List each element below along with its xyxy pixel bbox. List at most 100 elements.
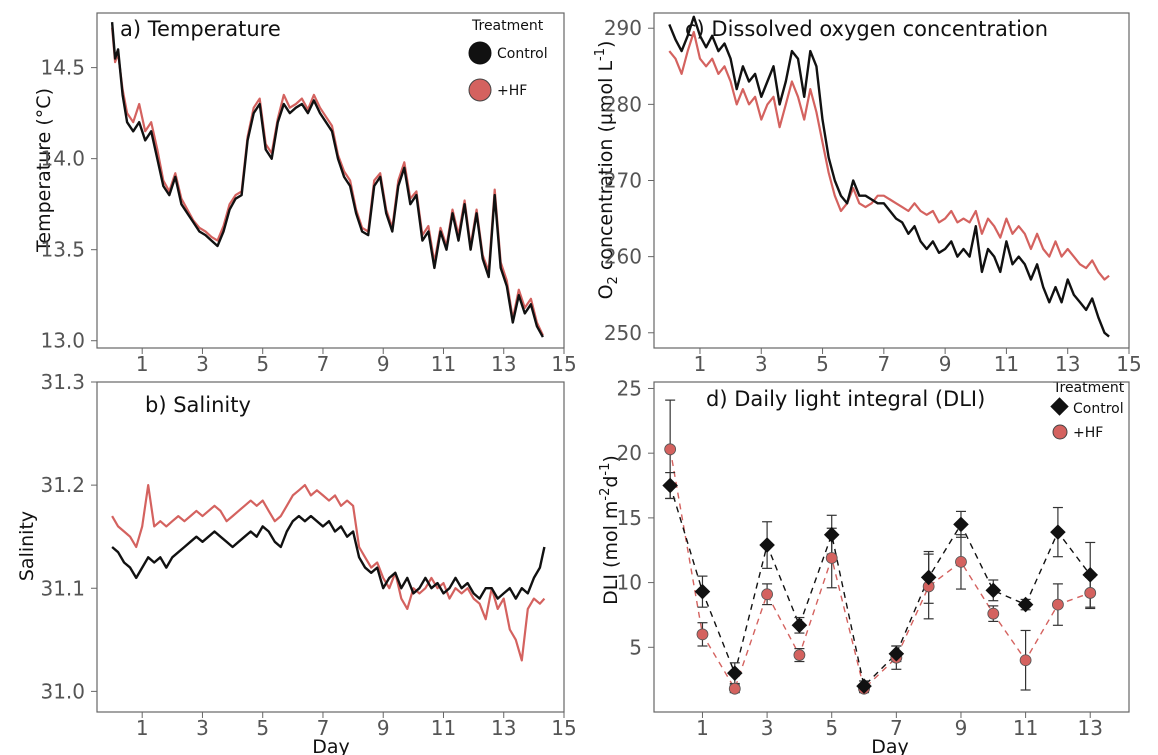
dli-legend-hf-marker — [1052, 424, 1068, 440]
x-tick-label-a: 9 — [377, 352, 390, 376]
plot-frame-d — [653, 381, 1130, 713]
plot-frame-c — [653, 12, 1130, 349]
temperature-legend-hf-marker — [468, 78, 492, 102]
salinity-panel: Salinity b) Salinity Day 1 3 5 7 9 11 13 1531.0… — [16, 370, 577, 755]
hf-point — [761, 588, 773, 601]
hf-point — [728, 682, 741, 695]
y-tick-label-a: 13.0 — [40, 329, 85, 353]
x-tick-label-d: 1 — [696, 716, 709, 740]
control-point — [694, 583, 711, 600]
x-tick-label-a: 7 — [317, 352, 330, 376]
x-tick-label-a: 15 — [551, 352, 576, 376]
dli-title: d) Daily light integral (DLI) — [706, 387, 985, 411]
control-point — [920, 569, 937, 586]
y-tick-label-d: 20 — [617, 441, 642, 465]
control-point — [953, 516, 969, 533]
hf-point — [664, 443, 677, 456]
x-tick-label-b: 13 — [491, 716, 516, 740]
hf-point — [1019, 654, 1032, 667]
y-tick-label-d: 5 — [629, 635, 642, 659]
dli-y-axis-label: DLI (mol m-2d-1) — [598, 455, 622, 605]
x-tick-label-c: 7 — [877, 352, 890, 376]
temperature-legend-control-marker — [468, 41, 492, 65]
control-point — [662, 477, 678, 494]
dli-legend-title: Treatment — [1052, 380, 1125, 396]
oxygen-title: c) Dissolved oxygen concentration — [685, 17, 1048, 41]
temperature-panel: Temperature (°C) a) Temperature Treatmen… — [33, 12, 577, 376]
control-point — [727, 665, 743, 681]
salinity-title: b) Salinity — [145, 393, 251, 417]
y-tick-label-d: 10 — [617, 571, 642, 595]
y-tick-label-c: 250 — [604, 321, 642, 345]
hf-point — [793, 649, 806, 661]
control-point — [1082, 567, 1099, 583]
x-tick-label-b: 1 — [136, 716, 149, 740]
x-tick-label-d: 13 — [1077, 716, 1102, 740]
control-point — [823, 526, 840, 543]
control-point — [856, 678, 872, 694]
x-tick-label-c: 1 — [694, 352, 707, 376]
x-tick-label-d: 9 — [955, 716, 968, 740]
dli-legend-control-marker — [1050, 397, 1069, 416]
y-tick-label-c: 260 — [604, 245, 642, 269]
x-tick-label-c: 13 — [1055, 352, 1080, 376]
x-tick-label-a: 11 — [431, 352, 456, 376]
x-tick-label-a: 1 — [136, 352, 149, 376]
x-tick-label-b: 7 — [317, 716, 330, 740]
y-tick-label-c: 280 — [604, 92, 642, 116]
temperature-legend-title: Treatment — [471, 18, 544, 34]
x-tick-label-a: 13 — [491, 352, 516, 376]
x-tick-label-c: 3 — [755, 352, 768, 376]
x-tick-label-c: 15 — [1116, 352, 1141, 376]
y-tick-label-c: 290 — [604, 16, 642, 40]
dli-legend: Treatment Control +HF — [1050, 380, 1125, 441]
x-tick-label-b: 5 — [256, 716, 269, 740]
control-point — [1017, 596, 1034, 613]
temperature-legend: Treatment Control +HF — [468, 18, 548, 102]
salinity-x-axis-label: Day — [312, 736, 350, 755]
plot-frame-a — [96, 12, 565, 349]
x-tick-label-b: 11 — [431, 716, 456, 740]
x-tick-label-b: 3 — [196, 716, 209, 740]
control-point — [888, 645, 905, 662]
y-tick-label-b: 31.2 — [40, 473, 85, 497]
hf-point — [955, 555, 967, 568]
y-tick-label-a: 13.5 — [40, 238, 85, 262]
x-tick-label-c: 11 — [994, 352, 1019, 376]
x-tick-label-c: 9 — [939, 352, 952, 376]
hf-point — [825, 552, 838, 564]
control-series-line-c — [668, 15, 1110, 338]
dli-x-axis-label: Day — [871, 736, 909, 755]
x-tick-label-d: 7 — [890, 716, 903, 740]
control-series-line-a — [110, 22, 544, 338]
x-tick-label-a: 5 — [256, 352, 269, 376]
hf-point — [1084, 587, 1097, 599]
dli-legend-hf-label: +HF — [1073, 425, 1103, 441]
temperature-title: a) Temperature — [120, 17, 281, 41]
hf-point — [696, 628, 709, 641]
oxygen-panel: O2 concentration (µmol L-1) c) Dissolved… — [593, 12, 1142, 376]
control-point — [1050, 524, 1066, 540]
x-tick-label-a: 3 — [196, 352, 209, 376]
y-tick-label-b: 31.1 — [40, 576, 85, 600]
dli-panel: DLI (mol m-2d-1) d) Daily light integral… — [598, 376, 1130, 755]
control-point — [985, 582, 1002, 599]
dli-legend-control-label: Control — [1073, 401, 1124, 417]
y-tick-label-b: 31.3 — [40, 370, 85, 394]
y-tick-label-a: 14.5 — [40, 56, 85, 80]
y-tick-label-b: 31.0 — [40, 679, 85, 703]
oxygen-y-axis-label: O2 concentration (µmol L-1) — [593, 41, 621, 300]
plot-frame-b — [96, 381, 565, 713]
temperature-legend-hf-label: +HF — [497, 83, 527, 99]
x-tick-label-d: 5 — [825, 716, 838, 740]
y-tick-label-a: 14.0 — [40, 147, 85, 171]
temperature-legend-control-label: Control — [497, 46, 548, 62]
x-tick-label-c: 5 — [816, 352, 829, 376]
x-tick-label-d: 11 — [1013, 716, 1038, 740]
y-tick-label-d: 25 — [617, 376, 642, 400]
x-tick-label-d: 3 — [761, 716, 774, 740]
control-series-line-b — [111, 514, 546, 600]
hf-dashed-line — [669, 449, 1091, 691]
x-tick-label-b: 15 — [551, 716, 576, 740]
